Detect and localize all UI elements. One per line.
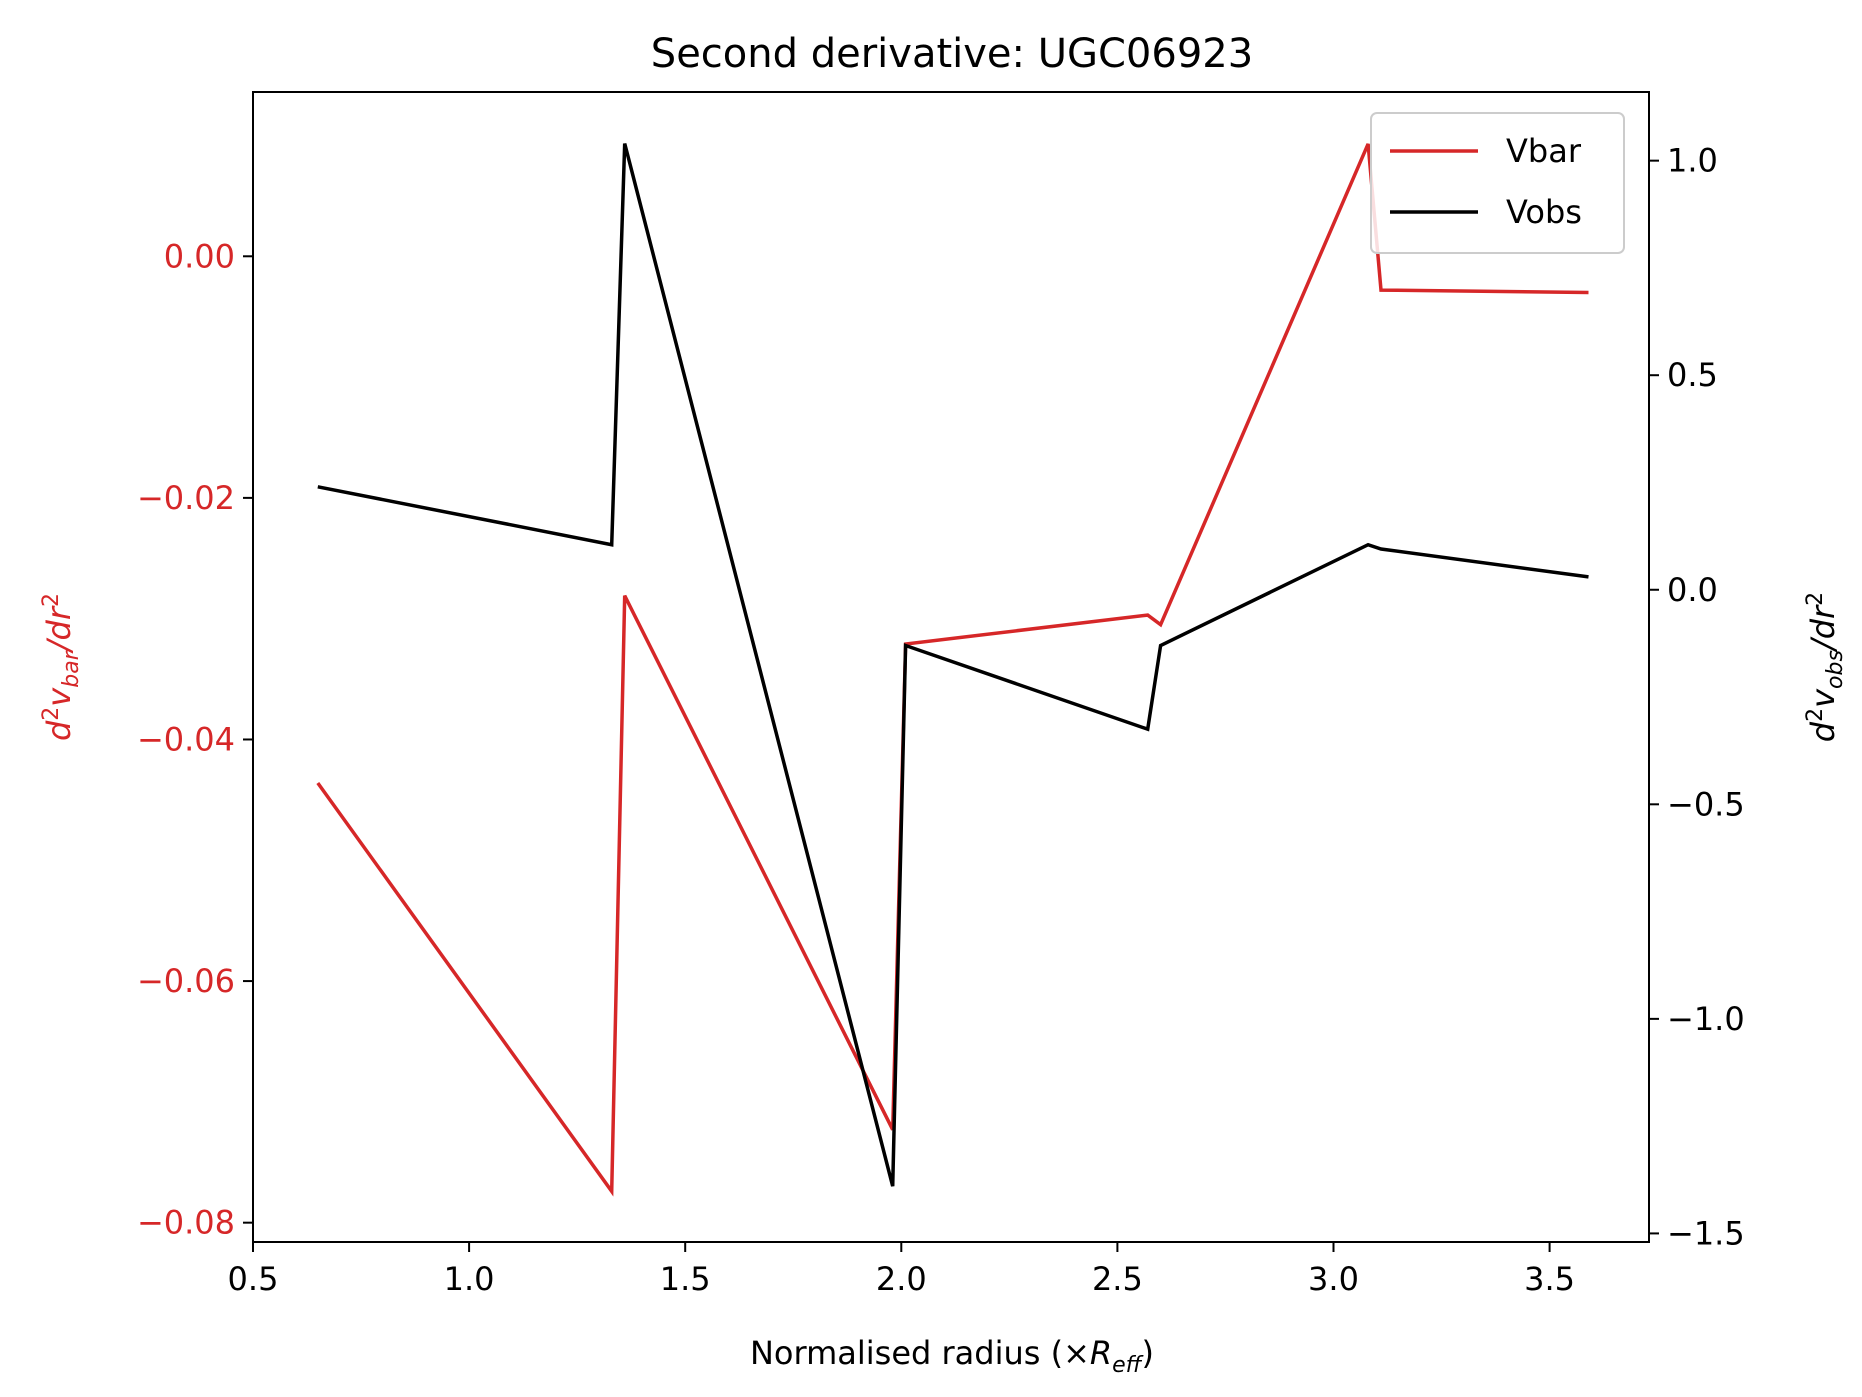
right-y-label-v: v (1804, 688, 1842, 708)
left-y-tick-label: −0.06 (137, 962, 235, 1000)
right-y-label-exp2: 2 (1803, 592, 1828, 606)
right-y-tick-label: −0.5 (1667, 785, 1745, 823)
x-axis-label-subscript: eff (1112, 1353, 1144, 1378)
x-axis: 0.5 1.0 1.5 2.0 2.5 3.0 3.5 (228, 1242, 1575, 1298)
left-y-axis-label: d2vbar/dr2 (39, 593, 84, 741)
legend-box (1370, 112, 1625, 254)
right-y-label-slash: /dr (1804, 604, 1842, 653)
left-y-label-sub: bar (59, 649, 84, 687)
left-y-tick-label: −0.02 (137, 479, 235, 517)
right-y-tick-label: 0.0 (1667, 571, 1718, 609)
right-y-tick-label: −1.0 (1667, 1000, 1745, 1038)
right-y-label-d: d (1804, 721, 1842, 742)
left-y-axis: 0.00 −0.02 −0.04 −0.06 −0.08 (137, 237, 253, 1242)
series-line-vobs (317, 143, 1589, 1187)
series-line-vbar (316, 143, 1589, 1197)
left-y-label-slash: /dr (40, 605, 78, 654)
right-y-axis-label: d2vobs/dr2 (1803, 592, 1848, 742)
left-y-tick-label: −0.04 (137, 720, 235, 758)
right-y-tick-label: 0.5 (1667, 356, 1718, 394)
plot-frame (252, 91, 1650, 1243)
series-layer (316, 143, 1589, 1197)
legend-label-vobs: Vobs (1506, 193, 1582, 231)
right-y-tick-label: 1.0 (1667, 142, 1718, 180)
x-tick-label: 2.0 (876, 1260, 927, 1298)
right-y-label-sub: obs (1823, 650, 1848, 689)
x-axis-label-close: ) (1142, 1334, 1154, 1372)
chart-title: Second derivative: UGC06923 (651, 31, 1253, 77)
legend-label-vbar: Vbar (1506, 132, 1582, 170)
left-y-label-v: v (40, 687, 78, 707)
x-tick-label: 1.5 (660, 1260, 711, 1298)
left-y-label-d: d (40, 720, 78, 741)
x-axis-label-text: Normalised radius (× (750, 1334, 1090, 1372)
x-tick-label: 2.5 (1092, 1260, 1143, 1298)
x-tick-label: 0.5 (228, 1260, 279, 1298)
left-y-label-exp2: 2 (39, 593, 64, 607)
right-y-tick-label: −1.5 (1667, 1214, 1745, 1252)
right-y-label-exp: 2 (1803, 708, 1828, 722)
x-axis-label-symbol: R (1090, 1334, 1112, 1372)
left-y-label-exp: 2 (39, 707, 64, 721)
x-axis-label: Normalised radius (×Reff) (750, 1334, 1154, 1378)
left-y-tick-label: −0.08 (137, 1204, 235, 1242)
right-y-axis: 1.0 0.5 0.0 −0.5 −1.0 −1.5 (1649, 142, 1745, 1252)
left-y-tick-label: 0.00 (164, 237, 235, 275)
legend: Vbar Vobs (1370, 112, 1625, 254)
x-tick-label: 3.5 (1524, 1260, 1575, 1298)
x-tick-label: 3.0 (1308, 1260, 1359, 1298)
x-tick-label: 1.0 (444, 1260, 495, 1298)
